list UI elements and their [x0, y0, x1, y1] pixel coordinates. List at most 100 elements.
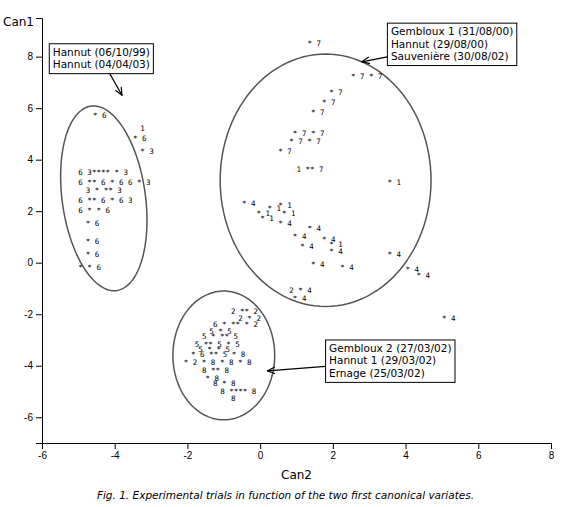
- point-label: * 7: [278, 147, 292, 156]
- tick-label: 6: [476, 450, 482, 461]
- point-label: * 6: [86, 237, 100, 246]
- series: * 61* 6* 36 3**** * 36 ** 6 * 6 6 * 33 *…: [78, 111, 153, 272]
- annotation-line: Gembloux 1 (31/08/00): [391, 25, 513, 37]
- tick-label: 4: [403, 450, 409, 461]
- annotation-line: Gembloux 2 (27/03/02): [329, 342, 451, 354]
- point-label: * 6: [86, 219, 100, 228]
- tick: 2: [331, 443, 337, 461]
- tick-label: 8: [549, 450, 555, 461]
- y-axis: -6 -4 -2 0 2 4 6 8: [24, 19, 42, 444]
- tick: -6: [38, 443, 47, 461]
- tick: 0: [258, 443, 264, 461]
- tick: -6: [24, 412, 42, 423]
- point-label: * 4: [293, 232, 307, 241]
- tick-mark: [406, 443, 407, 449]
- point-label: 6 ** 6 * 6 3: [78, 196, 132, 205]
- tick: 2: [27, 206, 42, 217]
- point-label: * 4: [329, 247, 343, 256]
- tick-label: 6: [27, 103, 33, 114]
- tick: -2: [183, 443, 192, 461]
- point-label: * 4: [311, 260, 325, 269]
- tick-label: 2: [27, 206, 33, 217]
- series: * 7* 7 * 7* 7* 7* 7* 7 * 7* 7 * 7* 71 **…: [278, 39, 401, 218]
- tick-label: 4: [27, 154, 33, 165]
- tick: 4: [403, 443, 409, 461]
- annotation-line: Hannut (29/08/00): [391, 38, 488, 50]
- annotation-text: Gembloux 1 (31/08/00)Hannut (29/08/00)Sa…: [391, 25, 513, 62]
- annotation-box: [49, 44, 153, 74]
- point-label: * 6: [93, 111, 107, 120]
- point-label: 8: [231, 394, 236, 403]
- point-label: * 1: [282, 209, 296, 218]
- tick-mark: [36, 108, 42, 109]
- annotation-line: Hannut (04/04/03): [53, 58, 150, 70]
- tick-mark: [260, 443, 261, 449]
- tick-label: -2: [24, 309, 33, 320]
- tick-label: -6: [24, 412, 33, 423]
- point-label: 1: [140, 124, 145, 133]
- tick: 0: [27, 257, 42, 268]
- annotation-arrow: [110, 74, 122, 96]
- tick-mark: [36, 263, 42, 264]
- tick-mark: [115, 443, 116, 449]
- tick-label: 0: [258, 450, 264, 461]
- ellipse: [173, 291, 275, 420]
- annotation: Gembloux 2 (27/03/02)Hannut 1 (29/03/02)…: [267, 340, 455, 382]
- tick-mark: [36, 57, 42, 58]
- point-label: * 7: [311, 108, 325, 117]
- tick-mark: [36, 366, 42, 367]
- point-label: * 4: [278, 219, 292, 228]
- ellipse: [61, 106, 147, 291]
- point-label: * 3: [140, 147, 154, 156]
- tick-mark: [36, 417, 42, 418]
- point-label: * 7 * 7: [289, 137, 321, 146]
- annotations: Hannut (06/10/99)Hannut (04/04/03) Gemblo…: [49, 23, 517, 382]
- point-label: 8 **** 8: [220, 387, 257, 396]
- ellipse: [220, 54, 431, 306]
- point-label: 3 * ** 3: [86, 186, 122, 195]
- point-label: * * 6: [78, 263, 101, 272]
- tick-mark: [478, 443, 479, 449]
- annotation-text: Gembloux 2 (27/03/02)Hannut 1 (29/03/02)…: [329, 342, 451, 379]
- tick-mark: [36, 160, 42, 161]
- point-label: * 6: [133, 134, 147, 143]
- tick: -2: [24, 309, 42, 320]
- annotation-box: [326, 340, 455, 382]
- tick-label: -2: [183, 450, 192, 461]
- tick-mark: [333, 443, 334, 449]
- annotation-line: Hannut (06/10/99): [53, 46, 150, 58]
- point-label: * 4: [300, 242, 314, 251]
- tick-label: -4: [24, 360, 33, 371]
- tick-label: -6: [38, 450, 47, 461]
- point-label: * 7: [329, 88, 343, 97]
- point-label: * 4: [340, 263, 354, 272]
- point-label: * 4: [416, 271, 430, 280]
- point-label: * 1: [260, 214, 274, 223]
- tick: 6: [476, 443, 482, 461]
- point-label: * 6: [86, 250, 100, 259]
- chart: -6-4-202468-6-4-202468* 61* 6* 36 3**** …: [0, 0, 571, 507]
- point-label: * 4: [293, 294, 307, 303]
- series: * 4* 1* 1* 1* 4* 4* 4* 4* 1* 4* 4* 4* 4*…: [242, 199, 456, 324]
- axis-line: [36, 19, 43, 444]
- point-label: 6 * * 6: [78, 206, 110, 215]
- annotation-arrow: [267, 366, 325, 371]
- tick-mark: [36, 314, 42, 315]
- tick: 4: [27, 154, 42, 165]
- annotation-line: Ernage (25/03/02): [329, 367, 425, 379]
- annotation-arrow: [362, 57, 387, 62]
- plot: -6-4-202468-6-4-202468* 61* 6* 36 3**** …: [24, 19, 555, 462]
- tick-mark: [551, 443, 552, 449]
- point-label: * 4: [242, 199, 256, 208]
- axis-line: [43, 444, 552, 450]
- point-label: * 1: [387, 178, 401, 187]
- annotation: Gembloux 1 (31/08/00)Hannut (29/08/00)Sa…: [362, 23, 517, 65]
- tick: -4: [24, 360, 42, 371]
- x-axis-title: Can2: [281, 468, 312, 482]
- title: Fig. 1. Experimental trials in function …: [97, 489, 474, 501]
- tick-label: 2: [331, 450, 337, 461]
- annotation: Hannut (06/10/99)Hannut (04/04/03): [49, 44, 153, 96]
- tick: -4: [111, 443, 120, 461]
- tick: 8: [27, 51, 42, 62]
- point-label: 6 3**** * 3: [78, 168, 128, 177]
